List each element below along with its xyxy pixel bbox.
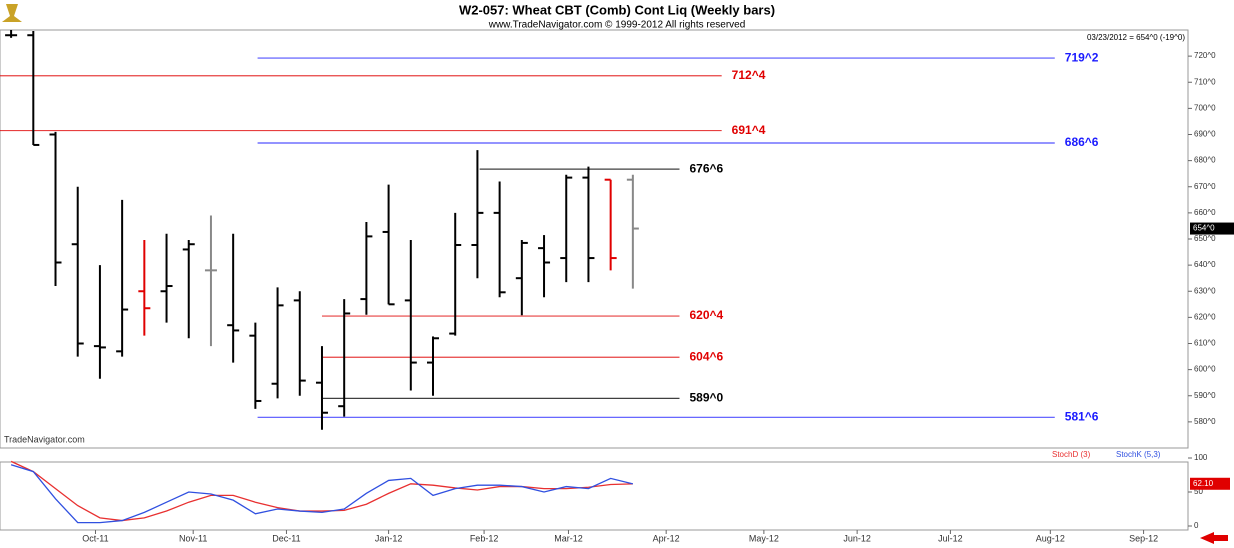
- x-tick-label: Jan-12: [375, 533, 403, 543]
- level-label: 691^4: [732, 123, 766, 137]
- level-label: 712^4: [732, 68, 766, 82]
- x-tick-label: Jun-12: [843, 533, 871, 543]
- last-price-label: 654^0: [1193, 224, 1215, 233]
- y-tick-label: 0: [1194, 521, 1199, 530]
- y-tick-label: 100: [1194, 453, 1208, 462]
- x-tick-label: Aug-12: [1036, 533, 1065, 543]
- level-label: 676^6: [689, 161, 723, 175]
- level-label: 604^6: [689, 349, 723, 363]
- legend-entry: StochK (5,3): [1116, 450, 1161, 459]
- x-tick-label: Oct-11: [82, 533, 108, 543]
- level-label: 620^4: [689, 308, 723, 322]
- x-tick-label: Mar-12: [554, 533, 583, 543]
- level-label: 686^6: [1065, 135, 1099, 149]
- y-tick-label: 630^0: [1194, 286, 1216, 295]
- logo-icon: [2, 4, 22, 22]
- chart-title: W2-057: Wheat CBT (Comb) Cont Liq (Weekl…: [459, 2, 775, 17]
- y-tick-label: 600^0: [1194, 365, 1216, 374]
- x-tick-label: Dec-11: [272, 533, 300, 543]
- y-tick-label: 610^0: [1194, 339, 1216, 348]
- watermark: TradeNavigator.com: [4, 434, 85, 444]
- last-value-box: [1190, 477, 1230, 490]
- y-tick-label: 720^0: [1194, 51, 1216, 60]
- stoch-line: [10, 464, 634, 524]
- x-tick-label: Feb-12: [470, 533, 499, 543]
- y-tick-label: 660^0: [1194, 208, 1216, 217]
- stoch-line: [10, 460, 633, 522]
- y-tick-label: 670^0: [1194, 182, 1216, 191]
- last-value-label: 62.10: [1193, 479, 1214, 488]
- x-tick-label: May-12: [749, 533, 779, 543]
- legend-entry: StochD (3): [1052, 450, 1091, 459]
- y-tick-label: 50: [1194, 487, 1203, 496]
- x-tick-label: Nov-11: [179, 533, 207, 543]
- y-tick-label: 650^0: [1194, 234, 1216, 243]
- y-tick-label: 680^0: [1194, 156, 1216, 165]
- last-price-box: [1190, 222, 1234, 235]
- y-tick-label: 590^0: [1194, 391, 1216, 400]
- y-tick-label: 640^0: [1194, 260, 1216, 269]
- y-tick-label: 700^0: [1194, 103, 1216, 112]
- y-tick-label: 580^0: [1194, 417, 1216, 426]
- x-tick-label: Apr-12: [653, 533, 680, 543]
- info-text: 03/23/2012 = 654^0 (-19^0): [1087, 33, 1185, 42]
- y-tick-label: 690^0: [1194, 130, 1216, 139]
- level-label: 589^0: [689, 391, 723, 405]
- level-label: 719^2: [1065, 50, 1099, 64]
- x-tick-label: Jul-12: [938, 533, 963, 543]
- stoch-panel: [0, 461, 1189, 531]
- chart-subtitle: www.TradeNavigator.com © 1999-2012 All r…: [488, 20, 746, 31]
- level-label: 581^6: [1065, 409, 1099, 423]
- y-tick-label: 710^0: [1194, 77, 1216, 86]
- scroll-arrow[interactable]: [1200, 532, 1228, 544]
- x-tick-label: Sep-12: [1129, 533, 1158, 543]
- y-tick-label: 620^0: [1194, 312, 1216, 321]
